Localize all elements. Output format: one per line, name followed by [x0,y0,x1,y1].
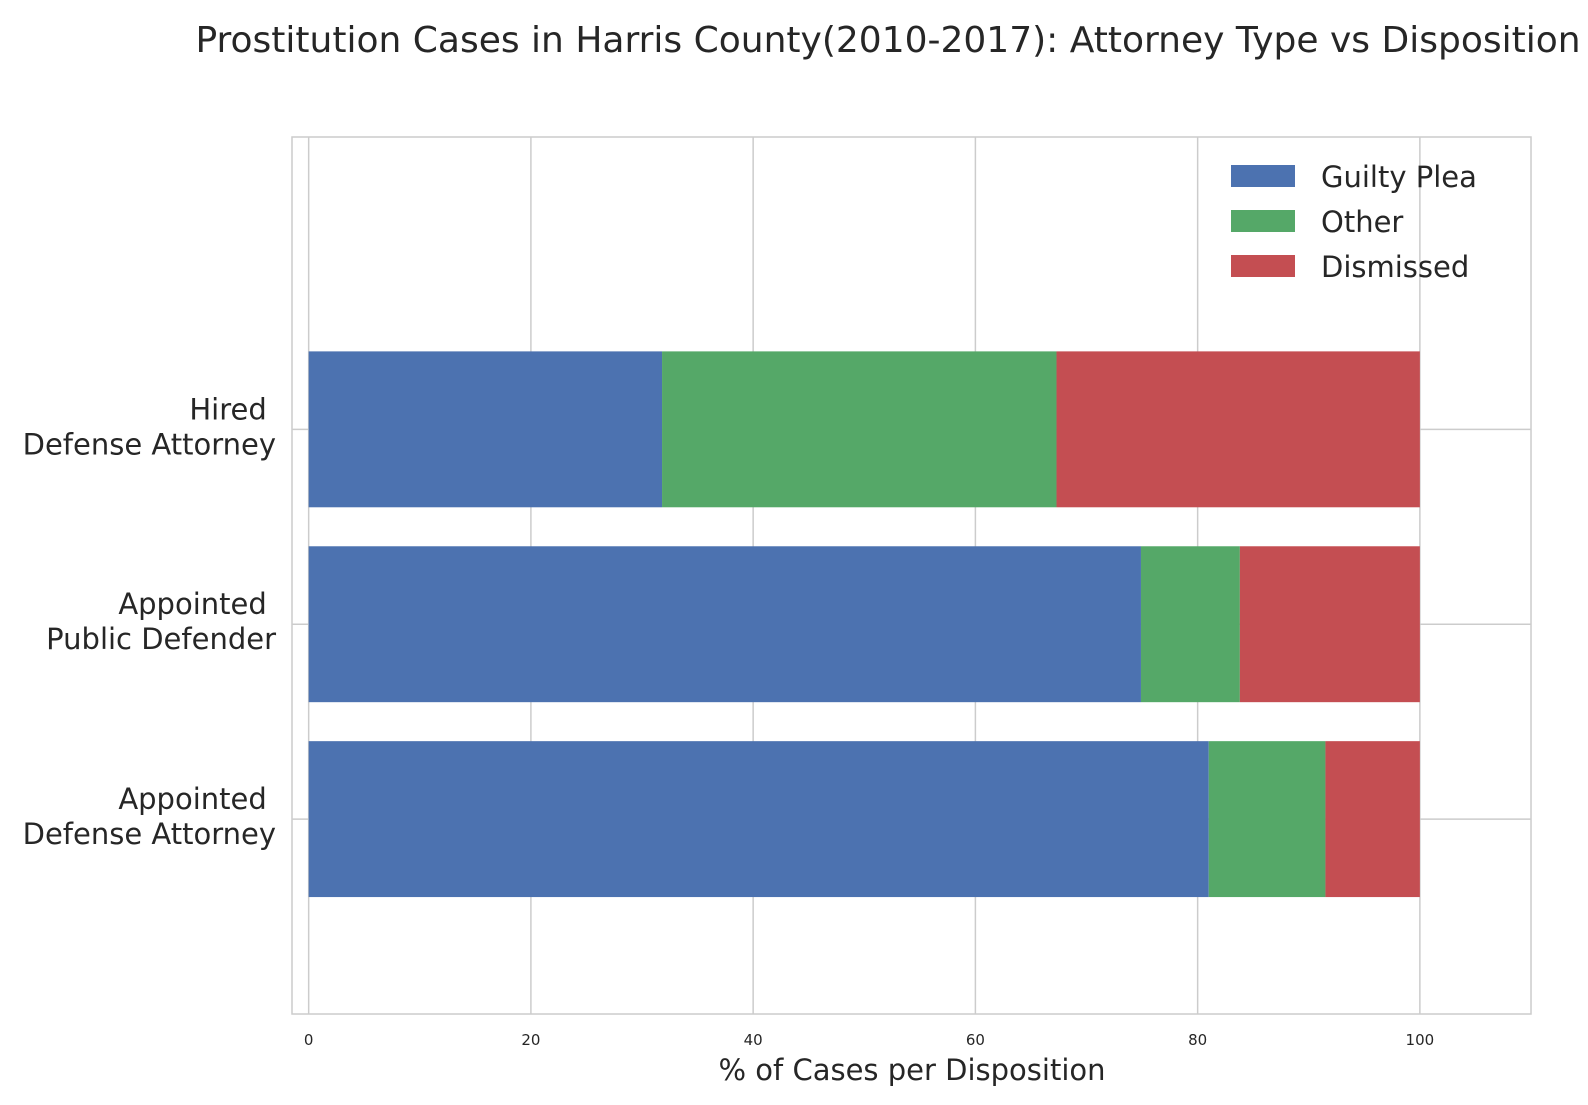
bar-other [1140,546,1240,703]
bar-dismissed [1325,741,1420,898]
chart-title: Prostitution Cases in Harris County(2010… [195,20,1580,61]
category-label: Appointed Public Defender [46,587,276,656]
ticks: 0 20 40 60 80 100 [304,1031,1434,1049]
legend-label: Other [1321,205,1403,239]
x-tick-label: 60 [966,1031,985,1049]
bar-dismissed [1239,546,1420,703]
x-tick-label: 80 [1188,1031,1207,1049]
x-tick-label: 0 [304,1031,314,1049]
plot-frame [291,136,1532,1015]
x-tick-label: 100 [1406,1031,1435,1049]
legend-label: Dismissed [1321,250,1469,284]
legend-swatch [1231,210,1295,232]
legend-swatch [1231,165,1295,187]
category-labels: Appointed Defense Attorney Appointed Publ… [23,392,276,851]
bars [308,351,1420,898]
legend-swatch [1231,255,1295,277]
x-axis-label: % of Cases per Disposition [719,1053,1106,1087]
bar-guilty-plea [308,741,1209,898]
bar-guilty-plea [308,351,663,508]
bar-other [1208,741,1326,898]
category-label: Hired Defense Attorney [23,392,276,461]
bar-guilty-plea [308,546,1141,703]
legend-label: Guilty Plea [1321,160,1477,194]
x-tick-label: 40 [744,1031,763,1049]
legend: Guilty Plea Other Dismissed [1231,160,1477,284]
x-tick-label: 20 [521,1031,540,1049]
bar-dismissed [1056,351,1420,508]
bar-other [662,351,1057,508]
category-label: Appointed Defense Attorney [23,782,276,851]
